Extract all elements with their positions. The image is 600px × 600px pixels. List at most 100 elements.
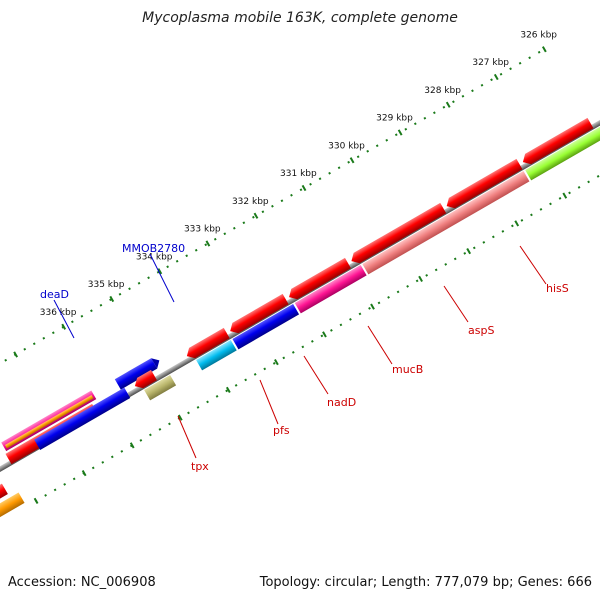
ruler-tick [445,101,451,108]
ruler-dot [204,243,208,247]
ruler-dot [425,274,429,277]
ruler-dot [423,116,427,120]
ruler-dot [480,83,484,87]
ruler-dot [23,347,27,351]
gene-label-tpx[interactable]: tpx [191,460,209,473]
gene-label-mmob2780[interactable]: MMOB2780 [122,242,185,255]
ruler-dot [166,265,169,269]
ruler-dot [339,323,343,327]
ruler-dot [223,232,227,236]
gene-label-hiss[interactable]: hisS [546,282,569,295]
ruler-dot [434,268,438,272]
ruler-tick [81,470,87,477]
label-leader [303,355,329,395]
scale-label: 333 kbp [184,225,221,235]
scale-label: 332 kbp [232,197,269,207]
gene-label-dead[interactable]: deaD [40,288,69,301]
ruler-dot [472,246,476,250]
ruler-dot [549,202,552,206]
ruler-tick [370,303,375,310]
gene-feature[interactable] [444,158,523,211]
ruler-tick [225,386,231,393]
ruler-dot [413,122,417,126]
ruler-dot [587,180,590,184]
accession-text: Accession: NC_006908 [8,575,156,590]
gene-feature[interactable] [227,293,289,336]
gene-feature[interactable] [232,304,300,350]
ruler-dot [137,281,141,285]
ruler-dot [272,362,276,365]
ruler-dot [375,144,379,148]
gene-feature[interactable] [0,492,25,543]
gene-feature[interactable] [196,340,237,371]
ruler-dot [51,331,55,335]
ruler-tick [253,212,259,219]
gene-feature[interactable] [362,171,530,275]
ruler-dot [368,307,371,310]
gene-feature[interactable] [114,358,158,390]
ruler-dot [149,433,152,437]
ruler-dot [358,312,362,316]
ruler-dot [463,252,467,255]
ruler-tick [13,351,19,358]
gene-feature[interactable] [286,257,351,302]
ruler-dot [511,224,514,228]
gene-feature[interactable] [184,327,230,361]
ruler-dot [347,160,350,164]
ruler-dot [271,204,274,208]
label-leader [519,245,547,285]
ruler-dot [63,483,67,486]
ruler-dot [261,210,265,214]
ruler-tick [61,323,67,330]
scale-label: 329 kbp [376,114,413,124]
scale-label: 331 kbp [280,169,317,179]
ruler-dot [330,329,333,332]
ruler-dot [263,367,267,371]
label-leader [177,415,197,459]
ruler-dot [120,450,124,453]
gene-feature[interactable] [294,265,367,314]
gene-feature[interactable] [4,394,94,449]
ruler-dot [244,378,248,382]
label-leader [367,325,393,365]
ruler-dot [482,241,486,244]
ruler-dot [530,213,533,217]
ruler-tick [418,275,423,282]
gene-feature[interactable] [34,387,131,450]
ruler-dot [71,320,74,324]
ruler-tick [514,220,520,227]
ruler-tick [493,73,499,81]
ruler-dot [32,342,36,346]
gene-label-asps[interactable]: aspS [468,324,494,337]
ruler-dot [213,237,217,241]
gene-features [0,117,600,543]
scale-label: 326 kbp [520,31,557,41]
ruler-dot [520,219,524,222]
ruler-dot [452,100,455,104]
gene-label-mucb[interactable]: mucB [392,363,423,376]
ruler-dot [168,422,171,426]
gene-label-nadd[interactable]: nadD [327,396,356,409]
ruler-dot [461,94,465,98]
ruler-dot [53,488,57,492]
ruler-tick [205,240,211,247]
gene-feature[interactable] [348,202,447,266]
ruler-dot [385,138,389,142]
ruler-dot [349,318,352,321]
gene-label-pfs[interactable]: pfs [273,424,290,437]
ruler-dot [101,461,105,464]
gene-feature[interactable] [520,117,594,167]
ruler-dot [499,72,503,76]
ruler-dot [139,439,143,442]
gene-feature[interactable] [525,120,600,181]
ruler-dot [471,89,474,93]
gene-feature[interactable] [132,369,157,391]
gene-feature[interactable] [144,375,177,401]
ruler-tick [157,268,163,275]
ruler-dot [328,171,331,175]
gene-feature[interactable] [151,355,162,369]
scale-ruler [4,46,547,362]
ruler-dot [185,254,189,258]
ruler-dot [415,279,419,283]
ruler-dot [282,356,286,360]
